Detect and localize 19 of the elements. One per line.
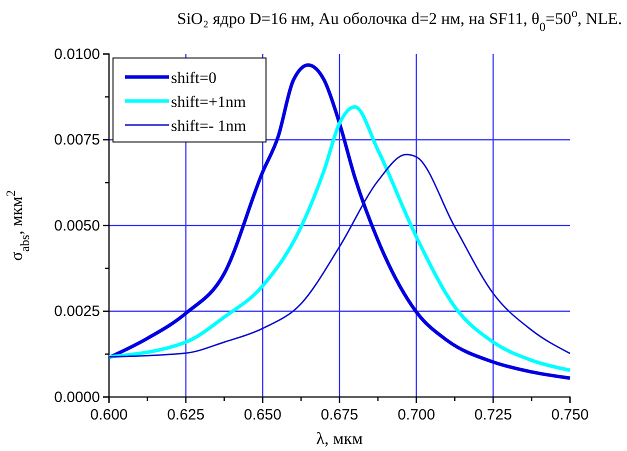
y-tick-label: 0.0025 xyxy=(54,303,100,320)
chart-title: SiO₂ ядро D=16 нм, Au оболочка d=2 нм, на SF11, θ$_{0}$=50$^{o}$, NLE. xyxy=(177,6,622,34)
legend-label: shift=- 1nm xyxy=(171,118,247,135)
x-tick-label: 0.725 xyxy=(474,406,512,424)
y-tick-label: 0.0050 xyxy=(54,217,100,234)
line-series xyxy=(107,63,572,380)
x-tick-label: 0.650 xyxy=(244,406,282,424)
x-tick-label: 0.600 xyxy=(90,406,128,424)
y-tick-label: 0.0000 xyxy=(54,388,100,406)
line-series xyxy=(108,154,571,358)
legend-label: shift=+1nm xyxy=(171,94,246,111)
legend-label: shift=0 xyxy=(171,70,216,87)
x-axis-title: λ, мкм xyxy=(316,429,363,448)
x-tick-label: 0.675 xyxy=(320,406,358,424)
x-tick-label: 0.700 xyxy=(398,406,436,424)
y-tick-label: 0.0075 xyxy=(54,132,100,149)
x-tick-label: 0.625 xyxy=(167,406,205,424)
x-tick-label: 0.750 xyxy=(551,406,589,424)
y-tick-label: 0.0100 xyxy=(54,46,100,63)
